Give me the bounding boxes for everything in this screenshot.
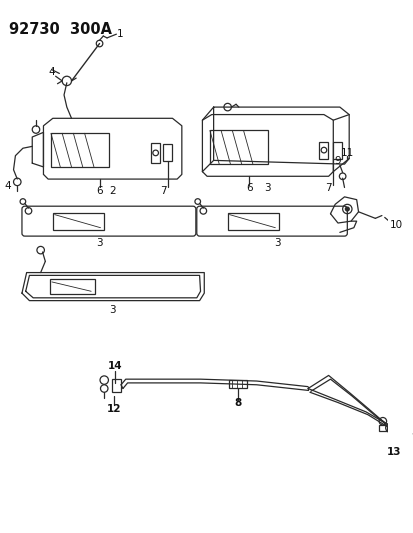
Text: 7: 7 bbox=[159, 186, 166, 196]
Bar bbox=[332, 142, 341, 158]
Text: 14: 14 bbox=[108, 361, 123, 371]
Bar bbox=[378, 425, 386, 431]
Bar bbox=[151, 143, 160, 163]
Circle shape bbox=[344, 207, 348, 211]
Text: 3: 3 bbox=[109, 305, 116, 315]
Text: 12: 12 bbox=[106, 404, 121, 414]
Text: 6: 6 bbox=[96, 186, 102, 196]
Bar bbox=[53, 213, 104, 230]
Text: 3: 3 bbox=[264, 183, 271, 193]
Text: 10: 10 bbox=[389, 220, 401, 230]
Text: 6: 6 bbox=[245, 183, 252, 193]
Bar bbox=[227, 213, 278, 230]
Bar bbox=[228, 380, 247, 387]
Text: 8: 8 bbox=[234, 399, 241, 408]
Text: 9: 9 bbox=[334, 156, 340, 166]
Text: 7: 7 bbox=[325, 183, 331, 193]
Text: 92730  300A: 92730 300A bbox=[9, 22, 112, 37]
Text: 4: 4 bbox=[48, 67, 55, 77]
Text: 4: 4 bbox=[5, 181, 11, 191]
Bar bbox=[209, 131, 267, 164]
Text: 5: 5 bbox=[410, 426, 413, 437]
Text: 2: 2 bbox=[109, 186, 116, 196]
Bar bbox=[51, 133, 109, 167]
Text: 3: 3 bbox=[273, 238, 280, 248]
Bar bbox=[163, 144, 171, 161]
Bar bbox=[50, 279, 95, 294]
Text: 13: 13 bbox=[386, 447, 400, 457]
Text: 11: 11 bbox=[340, 148, 353, 158]
Text: 3: 3 bbox=[96, 238, 102, 248]
Bar bbox=[112, 379, 121, 392]
Bar bbox=[318, 142, 327, 158]
Text: 1: 1 bbox=[116, 29, 123, 39]
